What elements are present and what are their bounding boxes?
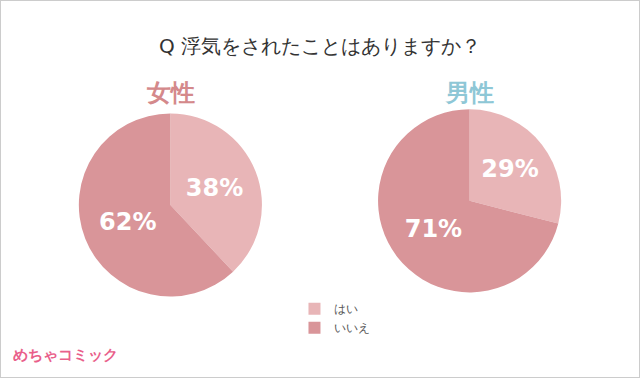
- svg-text:はい: はい: [334, 302, 358, 316]
- svg-text:Q 浮気をされたことはありますか？: Q 浮気をされたことはありますか？: [159, 34, 481, 58]
- svg-text:71%: 71%: [405, 215, 462, 243]
- svg-text:62%: 62%: [99, 208, 156, 236]
- svg-text:女性: 女性: [146, 79, 195, 107]
- svg-text:いいえ: いいえ: [334, 321, 370, 335]
- svg-text:めちゃコミック: めちゃコミック: [13, 346, 118, 364]
- svg-text:男性: 男性: [445, 79, 494, 107]
- svg-text:29%: 29%: [481, 155, 538, 183]
- svg-text:38%: 38%: [186, 174, 243, 202]
